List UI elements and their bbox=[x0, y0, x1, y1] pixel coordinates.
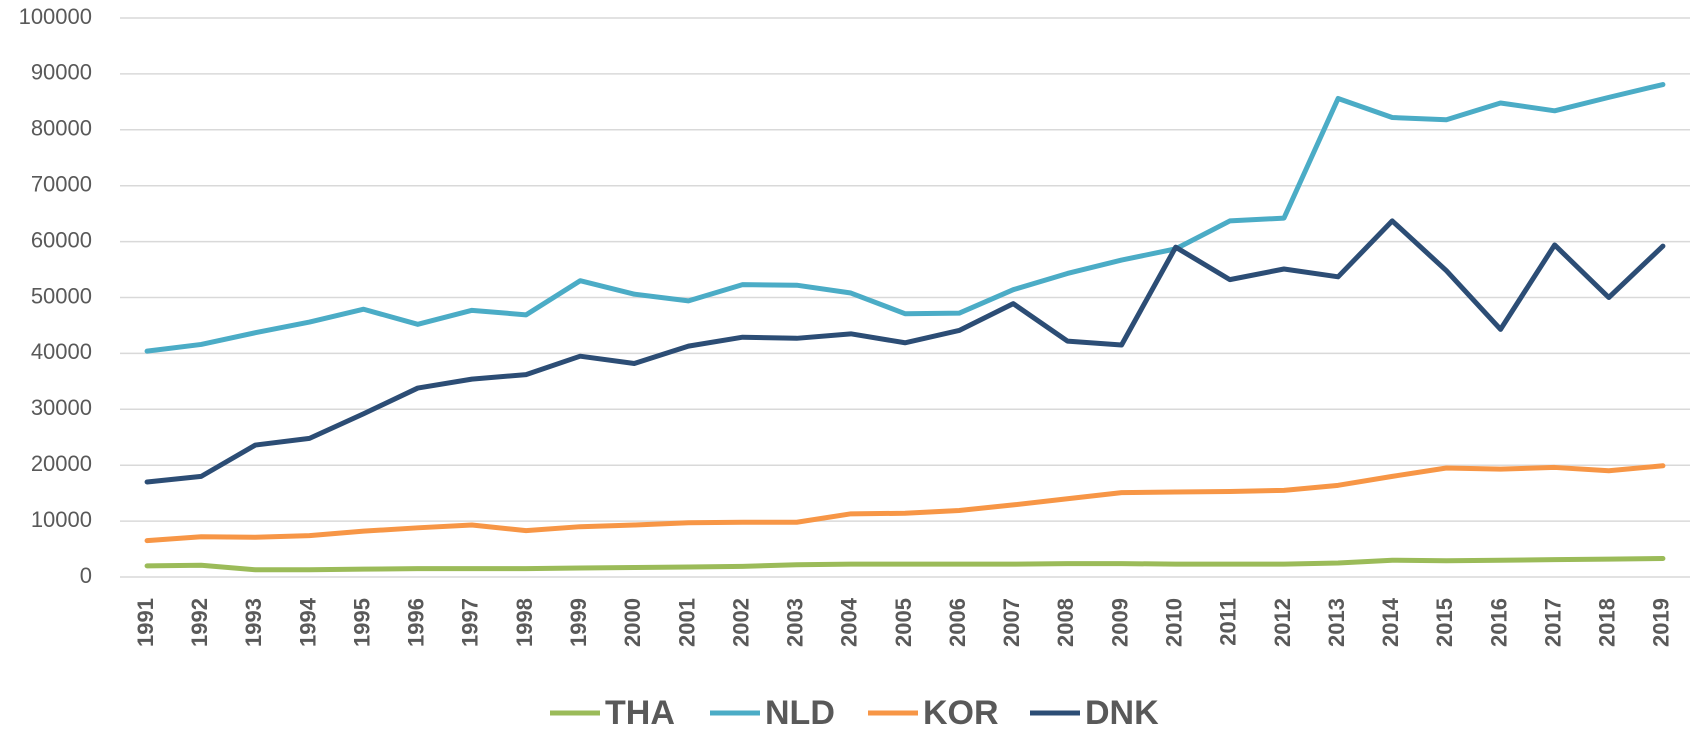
line-series bbox=[144, 82, 1666, 354]
x-tick-label: 2010 bbox=[1162, 598, 1187, 647]
y-tick-label: 0 bbox=[80, 563, 92, 588]
x-tick-label: 1998 bbox=[512, 598, 537, 647]
x-tick-label: 2012 bbox=[1270, 598, 1295, 647]
x-tick-label: 1996 bbox=[404, 598, 429, 647]
y-tick-label: 30000 bbox=[31, 395, 92, 420]
x-tick-label: 2017 bbox=[1540, 598, 1565, 647]
x-tick-label: 1995 bbox=[349, 598, 374, 647]
legend-label: DNK bbox=[1085, 694, 1159, 729]
y-tick-label: 100000 bbox=[19, 4, 92, 29]
x-tick-label: 2018 bbox=[1595, 598, 1620, 647]
legend-label: NLD bbox=[765, 694, 835, 729]
x-tick-label: 1994 bbox=[295, 597, 320, 647]
x-tick-label: 1992 bbox=[187, 598, 212, 647]
x-tick-label: 2009 bbox=[1107, 598, 1132, 647]
x-tick-label: 2007 bbox=[999, 598, 1024, 647]
y-tick-label: 20000 bbox=[31, 451, 92, 476]
line-series bbox=[144, 556, 1666, 573]
x-tick-label: 2014 bbox=[1378, 597, 1403, 647]
y-tick-label: 50000 bbox=[31, 283, 92, 308]
legend-label: KOR bbox=[923, 694, 999, 729]
x-tick-label: 2016 bbox=[1486, 598, 1511, 647]
x-tick-label: 2000 bbox=[620, 598, 645, 647]
y-tick-label: 90000 bbox=[31, 60, 92, 85]
y-tick-label: 60000 bbox=[31, 227, 92, 252]
x-tick-label: 2002 bbox=[728, 598, 753, 647]
x-tick-label: 1991 bbox=[133, 598, 158, 647]
line-series bbox=[144, 463, 1666, 544]
x-tick-label: 1997 bbox=[458, 598, 483, 647]
x-tick-label: 2003 bbox=[783, 598, 808, 647]
x-tick-label: 2019 bbox=[1649, 598, 1674, 647]
x-tick-label: 2004 bbox=[837, 597, 862, 647]
x-tick-label: 2008 bbox=[1053, 598, 1078, 647]
x-tick-label: 2015 bbox=[1432, 598, 1457, 647]
x-tick-label: 2006 bbox=[945, 598, 970, 647]
legend-label: THA bbox=[605, 694, 675, 729]
y-tick-label: 80000 bbox=[31, 116, 92, 141]
x-tick-label: 2011 bbox=[1216, 598, 1241, 646]
y-tick-label: 40000 bbox=[31, 339, 92, 364]
x-tick-label: 2005 bbox=[891, 598, 916, 647]
y-tick-label: 10000 bbox=[31, 507, 92, 532]
x-tick-label: 2013 bbox=[1324, 598, 1349, 647]
y-tick-label: 70000 bbox=[31, 172, 92, 197]
x-tick-label: 1999 bbox=[566, 598, 591, 647]
x-tick-label: 1993 bbox=[241, 598, 266, 647]
x-tick-label: 2001 bbox=[674, 598, 699, 647]
line-series bbox=[144, 218, 1666, 485]
